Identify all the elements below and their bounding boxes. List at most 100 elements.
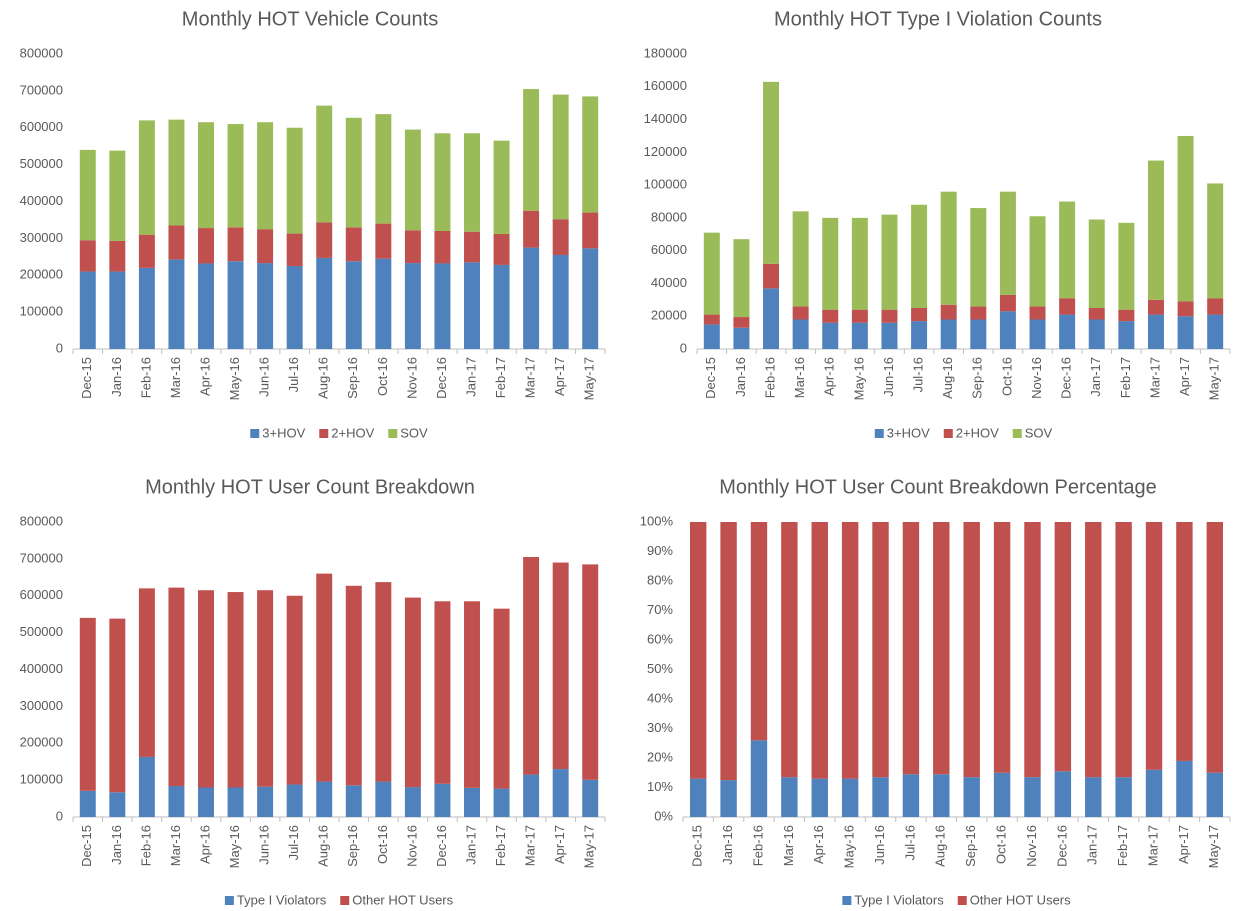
bar-segment (750, 740, 768, 817)
bar-segment (1207, 298, 1224, 315)
bar-segment (881, 322, 898, 349)
x-tick-label: May-16 (227, 357, 242, 400)
bar-segment (316, 105, 333, 223)
bar-segment (257, 590, 274, 787)
bar-segment (911, 204, 928, 309)
bar-segment (493, 140, 510, 234)
bar-segment (523, 774, 540, 817)
bar-segment (434, 263, 451, 349)
bar-segment (198, 122, 214, 229)
bar-segment (1029, 216, 1046, 307)
bar-segment (970, 319, 987, 349)
bar-segment (872, 777, 889, 817)
chart-title: Monthly HOT User Count Breakdown Percent… (719, 476, 1157, 498)
y-tick-label: 500000 (20, 624, 63, 639)
y-tick-label: 30% (647, 720, 673, 735)
bar-segment (1207, 314, 1224, 349)
bar-segment (1085, 777, 1102, 817)
bar-segment (1177, 301, 1194, 317)
x-tick-label: Nov-16 (404, 825, 419, 867)
bar-segment (168, 119, 185, 226)
bar-segment (552, 94, 569, 220)
legend: 3+HOV 2+HOV SOV (874, 425, 1053, 440)
bar-segment (345, 585, 362, 786)
bar-segment (1088, 319, 1105, 349)
bar-segment (993, 522, 1011, 773)
bar-segment (227, 261, 244, 349)
bar-segment (1118, 309, 1135, 322)
bar-segment (792, 319, 809, 349)
bar-segment (404, 787, 421, 817)
y-tick-label: 400000 (20, 193, 63, 208)
bar-segment (781, 522, 798, 778)
bar-segment (933, 774, 950, 817)
x-tick-label: Mar-16 (168, 825, 183, 866)
y-tick-label: 400000 (20, 661, 63, 676)
bar-segment (286, 233, 303, 267)
x-tick-label: Dec-15 (79, 825, 94, 867)
bar-segment (970, 208, 987, 307)
y-tick-label: 140000 (644, 111, 687, 126)
bar-segment (286, 784, 303, 817)
y-tick-label: 700000 (20, 82, 63, 97)
x-tick-label: May-16 (851, 357, 866, 400)
bar-segment (1115, 522, 1132, 778)
bar-segment (1145, 522, 1163, 770)
x-tick-label: Jun-16 (257, 825, 272, 865)
bar-segment (375, 258, 392, 349)
bar-segment (552, 219, 569, 255)
legend-swatch (340, 896, 350, 905)
bar-segment (138, 756, 155, 817)
bar-segment (375, 781, 392, 817)
bar-segment (1177, 135, 1194, 302)
x-tick-label: Oct-16 (994, 825, 1009, 864)
chart-title: Monthly HOT Type I Violation Counts (774, 8, 1102, 30)
bar-segment (822, 322, 839, 349)
bar-segment (552, 562, 569, 770)
legend-label: Other HOT Users (352, 892, 453, 907)
bar-segment (1029, 319, 1046, 349)
x-tick-label: Feb-17 (493, 357, 508, 398)
bar-segment (375, 223, 392, 259)
legend-label: Other HOT Users (970, 892, 1071, 907)
bar-segment (993, 772, 1011, 817)
bar-segment (811, 778, 828, 817)
bar-segment (404, 597, 421, 788)
bar-segment (1054, 771, 1072, 817)
x-tick-label: Aug-16 (316, 357, 331, 399)
y-tick-label: 70% (647, 602, 673, 617)
bar-segment (750, 522, 768, 741)
x-tick-label: Oct-16 (375, 825, 390, 864)
bar-segment (720, 780, 737, 817)
x-tick-label: Apr-16 (822, 357, 837, 396)
y-tick-label: 20000 (651, 308, 687, 323)
x-tick-label: May-17 (582, 825, 597, 868)
bar-segment (792, 306, 809, 320)
bar-segment (109, 271, 126, 349)
y-tick-label: 800000 (20, 513, 63, 528)
bar-segment (582, 212, 599, 249)
legend-label: SOV (1025, 425, 1053, 440)
bar-segment (345, 117, 362, 228)
x-tick-label: Jan-17 (1085, 825, 1100, 865)
x-tick-label: May-17 (1206, 825, 1221, 868)
y-tick-label: 100000 (20, 772, 63, 787)
x-tick-label: Aug-16 (933, 825, 948, 867)
bar-segment (109, 150, 126, 241)
x-tick-label: Apr-17 (552, 825, 567, 864)
bar-segment (1088, 308, 1105, 320)
x-tick-label: Apr-16 (811, 825, 826, 864)
bar-segment (733, 317, 750, 328)
x-tick-label: Feb-16 (138, 357, 153, 398)
x-tick-label: Feb-16 (750, 825, 765, 866)
bar-segment (493, 788, 510, 817)
x-tick-label: Jun-16 (872, 825, 887, 865)
x-tick-label: Dec-15 (703, 357, 718, 399)
x-tick-label: Mar-17 (523, 825, 538, 866)
x-tick-label: Aug-16 (940, 357, 955, 399)
x-tick-label: Jan-16 (109, 825, 124, 865)
bar-segment (763, 81, 780, 264)
y-tick-label: 50% (647, 661, 673, 676)
bar-segment (792, 211, 809, 307)
y-tick-label: 10% (647, 779, 673, 794)
